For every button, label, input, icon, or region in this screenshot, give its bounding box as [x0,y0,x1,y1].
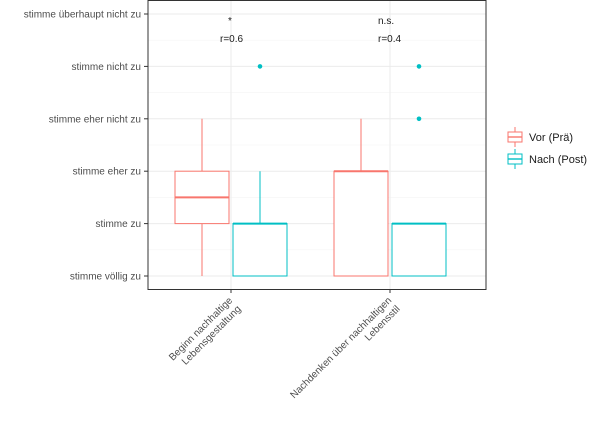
y-tick-label: stimme zu [95,219,141,230]
x-tick-label: Nachdenken über nachhaltigenLebensstil [288,295,402,409]
effect-size-label: r=0.4 [378,34,402,45]
outlier-point [416,116,422,122]
annotations: * r=0.6 n.s. r=0.4 [220,16,402,45]
effect-size-label: r=0.6 [220,34,244,45]
y-tick-label: stimme eher zu [73,167,141,178]
box-body [391,223,447,277]
y-axis: stimme völlig zu stimme zu stimme eher zu s… [24,10,148,283]
x-tick-label: Beginn nachhaltigeLebensgestaltung [167,295,244,372]
panel-border [147,0,487,290]
outlier-point [416,64,422,69]
significance-label: n.s. [378,16,394,27]
box-body [232,223,288,277]
x-tick-label-line: Nachdenken über nachhaltigen [288,295,394,401]
boxes [174,118,447,277]
y-tick-label: stimme nicht zu [72,62,141,73]
outliers [257,64,422,122]
x-axis: Beginn nachhaltigeLebensgestaltung Nachde… [167,289,403,409]
y-tick-label: stimme überhaupt nicht zu [24,10,141,21]
box-0-0 [174,118,230,276]
outlier-point [257,64,263,69]
legend-label: Nach (Post) [529,154,587,166]
legend-label: Vor (Prä) [529,132,573,144]
box-1-1 [391,222,447,277]
legend-key-0 [507,127,523,147]
significance-label: * [228,16,232,27]
box-body [333,170,389,277]
y-tick-label: stimme völlig zu [70,272,141,283]
legend-key-1 [507,149,523,169]
legend: Vor (Prä) Nach (Post) [507,127,587,169]
y-tick-label: stimme eher nicht zu [49,114,141,125]
box-1-0 [232,171,288,277]
box-0-1 [333,118,389,277]
